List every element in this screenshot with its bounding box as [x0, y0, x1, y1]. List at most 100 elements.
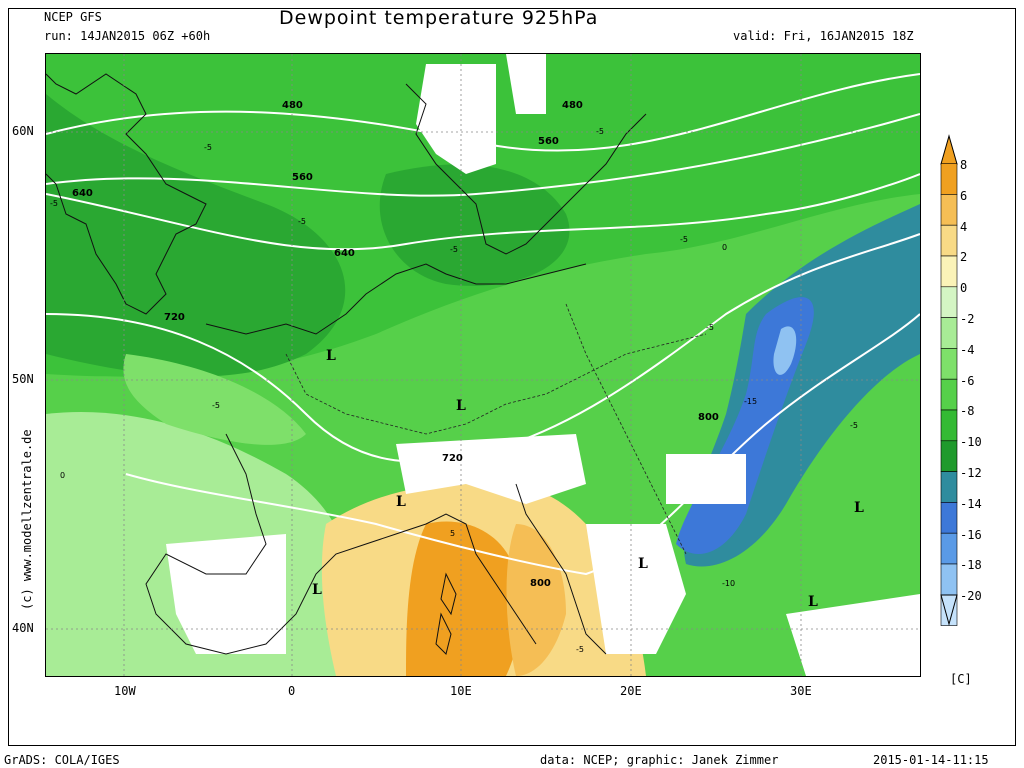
colorbar-label: -20 [960, 589, 982, 604]
coastline-corsica-sardinia [435, 572, 457, 655]
dewpoint-label: -5 [850, 421, 858, 430]
colorbar-cell [940, 409, 958, 442]
colorbar-label: 4 [960, 219, 968, 234]
low-pressure-center: L [456, 398, 466, 414]
x-tick: 10E [450, 684, 472, 698]
contour-label: 480 [562, 100, 583, 111]
terrain-mask-anatolia [786, 594, 920, 676]
colorbar-unit: [C] [950, 672, 972, 686]
map-title: Dewpoint temperature 925hPa [279, 7, 599, 29]
height-contour-560 [46, 113, 920, 197]
terrain-mask-scandes [506, 54, 546, 114]
colorbar-cell [940, 194, 958, 226]
colorbar-cell [940, 532, 958, 565]
colorbar-label: -4 [960, 342, 975, 357]
y-tick: 40N [12, 621, 34, 635]
dewpoint-label: -5 [212, 401, 220, 410]
colorbar-cell [940, 440, 958, 472]
dewpoint-label: -5 [596, 127, 604, 136]
dewpoint-label: -15 [744, 397, 757, 406]
east-coldest-zone [773, 326, 797, 375]
colorbar-label: -16 [960, 527, 982, 542]
footer-credit: data: NCEP; graphic: Janek Zimmer [540, 753, 779, 767]
colorbar-cell [940, 224, 958, 257]
low-pressure-center: L [312, 582, 322, 598]
colorbar-label: -18 [960, 558, 982, 573]
map-canvas: 480 480 560 560 640 640 720 720 800 800 … [46, 54, 920, 676]
terrain-mask-alps [396, 434, 586, 504]
graticule [46, 54, 920, 676]
colorbar-label: -2 [960, 312, 975, 326]
dewpoint-map: 480 480 560 560 640 640 720 720 800 800 … [45, 53, 921, 677]
colorbar-label: -14 [960, 496, 982, 511]
colorbar-label: 8 [960, 158, 968, 172]
colorbar-label: -12 [960, 466, 982, 480]
colorbar-cell [940, 378, 958, 411]
dewpoint-label: -5 [450, 245, 458, 254]
border-central-europe [285, 333, 707, 435]
france-zone [123, 354, 306, 445]
britain-dark-zone [46, 94, 346, 377]
contour-label: 560 [292, 172, 313, 183]
y-tick: 60N [12, 124, 34, 138]
contour-label: 640 [72, 188, 93, 199]
x-tick: 30E [790, 684, 812, 698]
colorbar-cell [940, 563, 958, 596]
height-contour-720 [46, 233, 920, 463]
low-pressure-center: L [854, 500, 864, 516]
dewpoint-label: -5 [706, 323, 714, 332]
copyright-credit: (c) www.modellzentrale.de [20, 429, 34, 610]
colorbar-cell [940, 317, 958, 349]
colorbar-label: -8 [960, 404, 975, 419]
low-pressure-center: L [638, 556, 648, 572]
contour-label: 640 [334, 248, 355, 259]
height-contour-800 [125, 313, 920, 576]
colorbar-cell [940, 471, 958, 503]
contour-label: 720 [442, 453, 463, 464]
colorbar-cell [940, 348, 958, 380]
height-contour-480 [46, 73, 920, 152]
terrain-mask-carpathians [666, 454, 746, 504]
colorbar [940, 134, 958, 626]
low-pressure-center: L [396, 494, 406, 510]
x-tick: 20E [620, 684, 642, 698]
run-info: run: 14JAN2015 06Z +60h [44, 29, 211, 43]
x-tick: 0 [288, 684, 296, 698]
low-pressure-center: L [326, 348, 336, 364]
colorbar-cell [940, 163, 958, 195]
low-pressure-center: L [808, 594, 818, 610]
dewpoint-label: 0 [60, 471, 65, 480]
contour-label: 480 [282, 100, 303, 111]
colorbar-bottom-arrow [940, 594, 958, 626]
dewpoint-label: 0 [722, 243, 727, 252]
colorbar-label: 6 [960, 188, 968, 203]
valid-time: valid: Fri, 16JAN2015 18Z [733, 29, 914, 43]
dewpoint-label: -5 [50, 199, 58, 208]
colorbar-cell [940, 255, 958, 288]
dewpoint-label: -5 [204, 143, 212, 152]
contour-label: 800 [698, 412, 719, 423]
colorbar-label: 2 [960, 250, 968, 265]
dewpoint-label: 5 [450, 529, 455, 538]
colorbar-cells [940, 163, 958, 626]
colorbar-label: -6 [960, 373, 975, 388]
border-eastern-europe [565, 303, 687, 555]
terrain-mask-norway [416, 64, 496, 174]
terrain-mask-iberia [166, 534, 286, 654]
coastline-italy-east [515, 483, 607, 655]
colorbar-label: -10 [960, 435, 982, 450]
height-contour-640 [46, 173, 920, 251]
model-name: NCEP GFS [44, 10, 102, 24]
coastline-british-isles [46, 73, 207, 315]
dewpoint-label: -5 [298, 217, 306, 226]
figure-frame [8, 8, 1016, 746]
coastline-north-sea [205, 263, 587, 335]
dewpoint-label: -5 [576, 645, 584, 654]
x-tick: 10W [114, 684, 136, 698]
colorbar-cell [940, 502, 958, 534]
contour-label: 720 [164, 312, 185, 323]
coastline-scandinavia [405, 83, 647, 255]
colorbar-top-arrow [940, 134, 958, 165]
contour-label: 800 [530, 578, 551, 589]
contour-label: 560 [538, 136, 559, 147]
